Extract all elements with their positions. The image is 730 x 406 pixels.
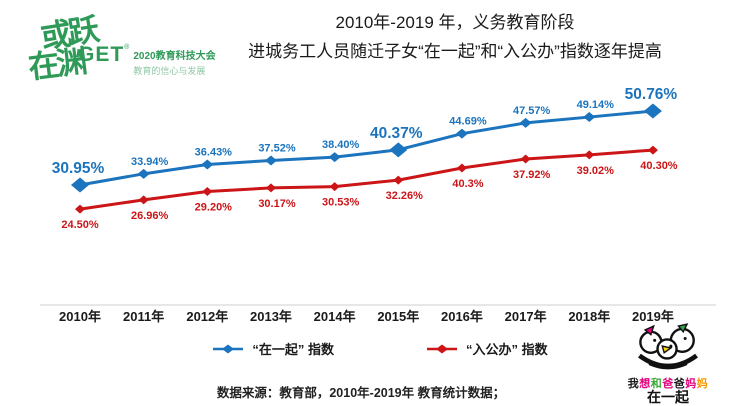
svg-text:2018年: 2018年: [568, 309, 610, 324]
svg-text:37.52%: 37.52%: [258, 142, 296, 154]
svg-text:26.96%: 26.96%: [131, 210, 169, 222]
svg-text:40.30%: 40.30%: [640, 160, 678, 172]
legend-label-zaiyiqi: “在一起” 指数: [252, 342, 334, 357]
svg-text:40.37%: 40.37%: [370, 125, 423, 142]
svg-text:24.50%: 24.50%: [61, 219, 99, 231]
svg-text:39.02%: 39.02%: [577, 165, 615, 177]
legend-marker-red-icon: [427, 344, 457, 353]
legend-item-rugongban: “入公办” 指数: [426, 339, 548, 358]
svg-text:2013年: 2013年: [250, 309, 292, 324]
svg-text:30.95%: 30.95%: [52, 160, 105, 177]
svg-text:30.53%: 30.53%: [322, 197, 360, 209]
svg-text:2016年: 2016年: [441, 309, 483, 324]
svg-text:33.94%: 33.94%: [131, 156, 169, 168]
conference-tagline: 教育的信心与发展: [133, 66, 206, 76]
registered-mark-icon: ®: [124, 44, 130, 51]
chart-title-line1: 2010年-2019 年，义务教育阶段: [335, 13, 575, 32]
svg-text:49.14%: 49.14%: [577, 99, 615, 111]
legend-marker-blue-icon: [213, 344, 244, 353]
legend-label-rugongban: “入公办” 指数: [466, 342, 548, 357]
svg-text:29.20%: 29.20%: [195, 202, 233, 214]
svg-text:2015年: 2015年: [377, 309, 419, 324]
svg-text:2017年: 2017年: [505, 309, 547, 324]
svg-text:30.17%: 30.17%: [258, 198, 296, 210]
bird-logo-text-line1: 我想和爸爸妈妈: [627, 378, 709, 390]
svg-text:36.43%: 36.43%: [195, 147, 233, 159]
svg-text:38.40%: 38.40%: [322, 139, 360, 151]
get-conference-logo: 或跃 在渊 GET ® 2020教育科技大会 教育的信心与发展: [26, 6, 216, 98]
get-logo-row: GET ® 2020教育科技大会 教育的信心与发展: [78, 44, 216, 77]
svg-text:2019年: 2019年: [632, 309, 674, 324]
svg-text:47.57%: 47.57%: [513, 105, 551, 117]
birds-in-nest-icon: [638, 323, 698, 370]
svg-text:2012年: 2012年: [186, 309, 228, 324]
svg-text:32.26%: 32.26%: [386, 190, 424, 202]
birds-nest-logo: 我想和爸爸妈妈 在一起: [612, 323, 724, 405]
bird-logo-text-line2: 在一起: [647, 389, 689, 405]
svg-text:44.69%: 44.69%: [449, 116, 487, 128]
chart-legend: “在一起” 指数 “入公办” 指数: [30, 339, 730, 358]
svg-text:2011年: 2011年: [123, 309, 164, 324]
conference-name: 2020教育科技大会: [133, 51, 216, 62]
svg-text:2014年: 2014年: [314, 309, 356, 324]
legend-item-zaiyiqi: “在一起” 指数: [212, 339, 334, 358]
svg-text:2010年: 2010年: [59, 309, 101, 324]
svg-text:37.92%: 37.92%: [513, 169, 551, 181]
svg-text:50.76%: 50.76%: [625, 86, 678, 103]
svg-text:40.3%: 40.3%: [452, 178, 483, 190]
chart-title-line2: 进城务工人员随迁子女“在一起”和“入公办”指数逐年提高: [248, 42, 662, 61]
chart-title: 2010年-2019 年，义务教育阶段 进城务工人员随迁子女“在一起”和“入公办…: [180, 8, 730, 66]
data-source-note: 数据来源：教育部，2010年-2019年 教育统计数据；: [216, 386, 506, 400]
get-logo-text: GET: [78, 43, 125, 66]
